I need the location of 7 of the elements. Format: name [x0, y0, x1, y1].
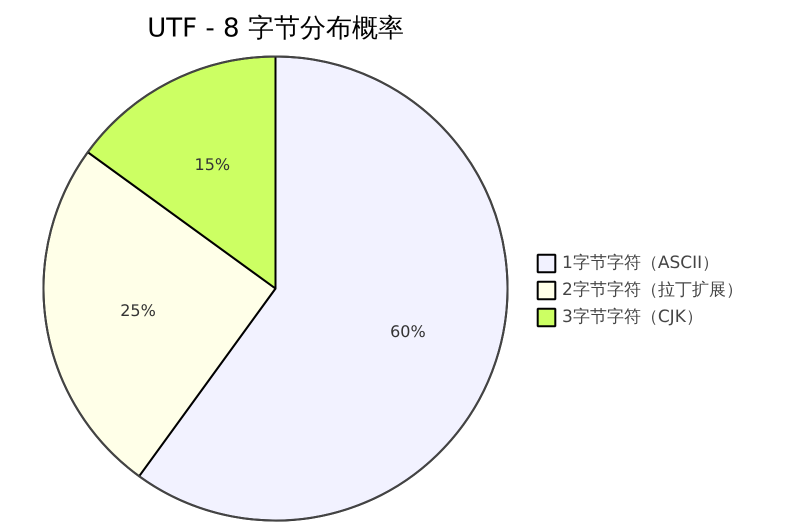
legend-label: 2字节字符（拉丁扩展）: [562, 279, 743, 301]
data-label: 15%: [194, 154, 230, 174]
legend-label: 1字节字符（ASCII）: [562, 252, 720, 274]
data-label: 60%: [390, 322, 426, 342]
chart-title: UTF - 8 字节分布概率: [147, 14, 404, 44]
legend-label: 3字节字符（CJK）: [562, 306, 703, 328]
data-label: 25%: [120, 300, 156, 320]
